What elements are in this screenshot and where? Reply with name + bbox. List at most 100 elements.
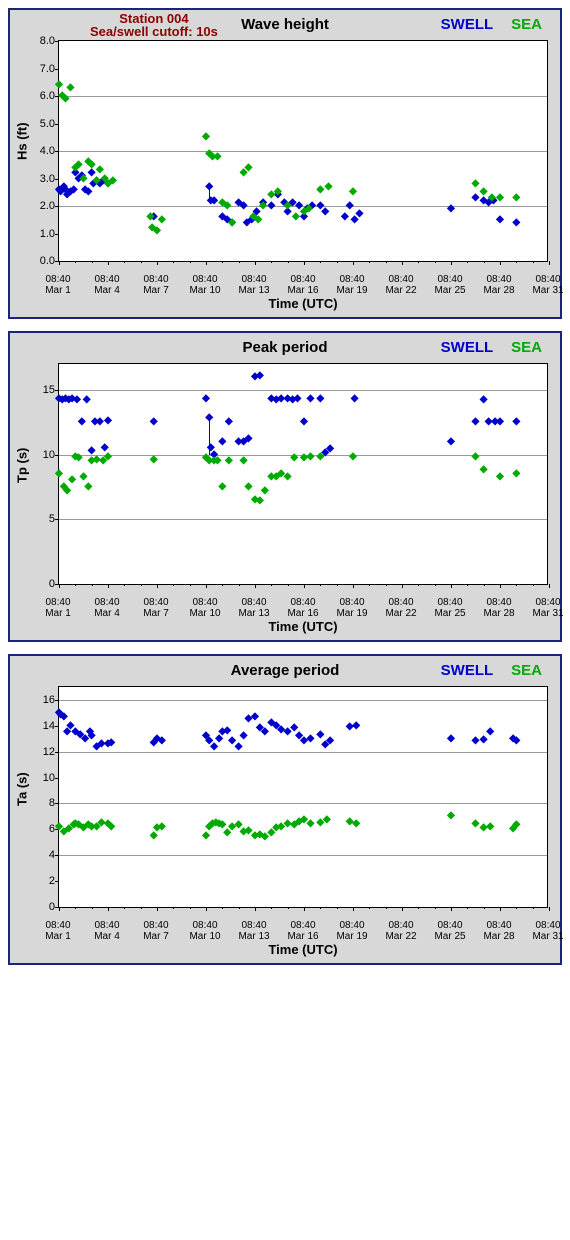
- data-point-sea: ◆: [472, 819, 480, 829]
- x-tick-label: 08:40Mar 31: [532, 920, 563, 942]
- data-point-swell: ◆: [104, 739, 112, 749]
- x-tick-mark: [255, 261, 256, 265]
- data-point-swell: ◆: [321, 448, 329, 458]
- x-tick-label: 08:40Mar 1: [45, 920, 71, 942]
- x-tick-label: 08:40Mar 19: [336, 597, 367, 619]
- data-point-swell: ◆: [83, 395, 91, 405]
- data-point-sea: ◆: [218, 482, 226, 492]
- panel-header: Average periodSWELLSEA: [10, 656, 560, 686]
- x-tick-label: 08:40Mar 13: [238, 920, 269, 942]
- x-minor-tick: [435, 584, 436, 586]
- x-minor-tick: [435, 907, 436, 909]
- data-point-swell: ◆: [207, 443, 215, 453]
- data-point-swell: ◆: [62, 185, 70, 195]
- data-point-sea: ◆: [256, 496, 264, 506]
- data-point-swell: ◆: [68, 394, 76, 404]
- x-tick-mark: [255, 584, 256, 588]
- data-point-swell: ◆: [274, 190, 282, 200]
- data-point-swell: ◆: [485, 417, 493, 427]
- x-minor-tick: [516, 584, 517, 586]
- data-point-swell: ◆: [202, 731, 210, 741]
- series-vline: [209, 187, 210, 201]
- data-point-sea: ◆: [215, 819, 223, 829]
- data-point-sea: ◆: [96, 165, 104, 175]
- data-point-swell: ◆: [472, 736, 480, 746]
- x-tick-mark: [549, 584, 550, 588]
- data-point-sea: ◆: [67, 83, 75, 93]
- y-tick-mark: [55, 455, 59, 456]
- x-tick-mark: [304, 584, 305, 588]
- data-point-swell: ◆: [326, 736, 334, 746]
- legend: SWELLSEA: [441, 339, 542, 356]
- data-point-sea: ◆: [104, 179, 112, 189]
- x-tick-mark: [108, 584, 109, 588]
- data-point-sea: ◆: [93, 176, 101, 186]
- x-tick-mark: [451, 907, 452, 911]
- x-tick-mark: [500, 907, 501, 911]
- x-tick-label: 08:40Mar 31: [532, 274, 563, 296]
- data-point-swell: ◆: [218, 727, 226, 737]
- data-point-sea: ◆: [214, 456, 222, 466]
- legend-swell: SWELL: [441, 16, 494, 33]
- data-point-sea: ◆: [316, 818, 324, 828]
- data-point-sea: ◆: [60, 482, 68, 492]
- average-period-panel: Average periodSWELLSEATa (s)024681012141…: [8, 654, 562, 965]
- x-minor-tick: [386, 907, 387, 909]
- y-axis-label: Ta (s): [15, 786, 30, 806]
- x-tick-label: 08:40Mar 16: [287, 274, 318, 296]
- x-minor-tick: [222, 261, 223, 263]
- data-point-sea: ◆: [480, 465, 488, 475]
- data-point-sea: ◆: [85, 820, 93, 830]
- data-point-swell: ◆: [65, 395, 73, 405]
- data-point-sea: ◆: [71, 163, 79, 173]
- x-tick-label: 08:40Mar 1: [45, 597, 71, 619]
- x-tick-mark: [500, 261, 501, 265]
- data-point-sea: ◆: [205, 822, 213, 832]
- gridline: [59, 390, 547, 391]
- data-point-sea: ◆: [496, 472, 504, 482]
- data-point-sea: ◆: [150, 455, 158, 465]
- legend-swell: SWELL: [441, 662, 494, 679]
- data-point-swell: ◆: [243, 218, 251, 228]
- data-point-sea: ◆: [212, 818, 220, 828]
- y-tick-mark: [55, 855, 59, 856]
- data-point-swell: ◆: [218, 212, 226, 222]
- plot-area: 0.01.02.03.04.05.06.07.08.0◆◆◆◆◆◆◆◆◆◆◆◆◆…: [58, 40, 548, 262]
- x-tick-mark: [206, 907, 207, 911]
- data-point-swell: ◆: [99, 176, 107, 186]
- legend-sea: SEA: [511, 16, 542, 33]
- x-tick-label: 08:40Mar 19: [336, 920, 367, 942]
- x-tick-label: 08:40Mar 7: [143, 920, 169, 942]
- x-tick-mark: [353, 584, 354, 588]
- data-point-sea: ◆: [480, 187, 488, 197]
- x-minor-tick: [533, 261, 534, 263]
- data-point-swell: ◆: [86, 727, 94, 737]
- y-tick-label: 1.0: [40, 228, 55, 240]
- plot-area: 051015◆◆◆◆◆◆◆◆◆◆◆◆◆◆◆◆◆◆◆◆◆◆◆◆◆◆◆◆◆◆◆◆◆◆…: [58, 363, 548, 585]
- data-point-swell: ◆: [75, 174, 83, 184]
- x-tick-label: 08:40Mar 28: [483, 597, 514, 619]
- x-minor-tick: [369, 907, 370, 909]
- data-point-sea: ◆: [158, 215, 166, 225]
- data-point-sea: ◆: [65, 824, 73, 834]
- data-point-swell: ◆: [78, 417, 86, 427]
- data-point-swell: ◆: [71, 168, 79, 178]
- data-point-swell: ◆: [480, 735, 488, 745]
- x-tick-mark: [451, 261, 452, 265]
- x-tick-label: 08:40Mar 4: [94, 274, 120, 296]
- data-point-swell: ◆: [228, 736, 236, 746]
- x-minor-tick: [190, 907, 191, 909]
- x-tick-label: 08:40Mar 13: [238, 274, 269, 296]
- data-point-swell: ◆: [272, 721, 280, 731]
- data-point-swell: ◆: [509, 734, 517, 744]
- data-point-sea: ◆: [346, 817, 354, 827]
- data-point-swell: ◆: [107, 738, 115, 748]
- y-tick-mark: [55, 519, 59, 520]
- data-point-swell: ◆: [356, 209, 364, 219]
- data-point-sea: ◆: [251, 495, 259, 505]
- x-tick-mark: [108, 907, 109, 911]
- data-point-sea: ◆: [245, 163, 253, 173]
- data-point-swell: ◆: [104, 416, 112, 426]
- data-point-sea: ◆: [272, 472, 280, 482]
- x-tick-mark: [206, 584, 207, 588]
